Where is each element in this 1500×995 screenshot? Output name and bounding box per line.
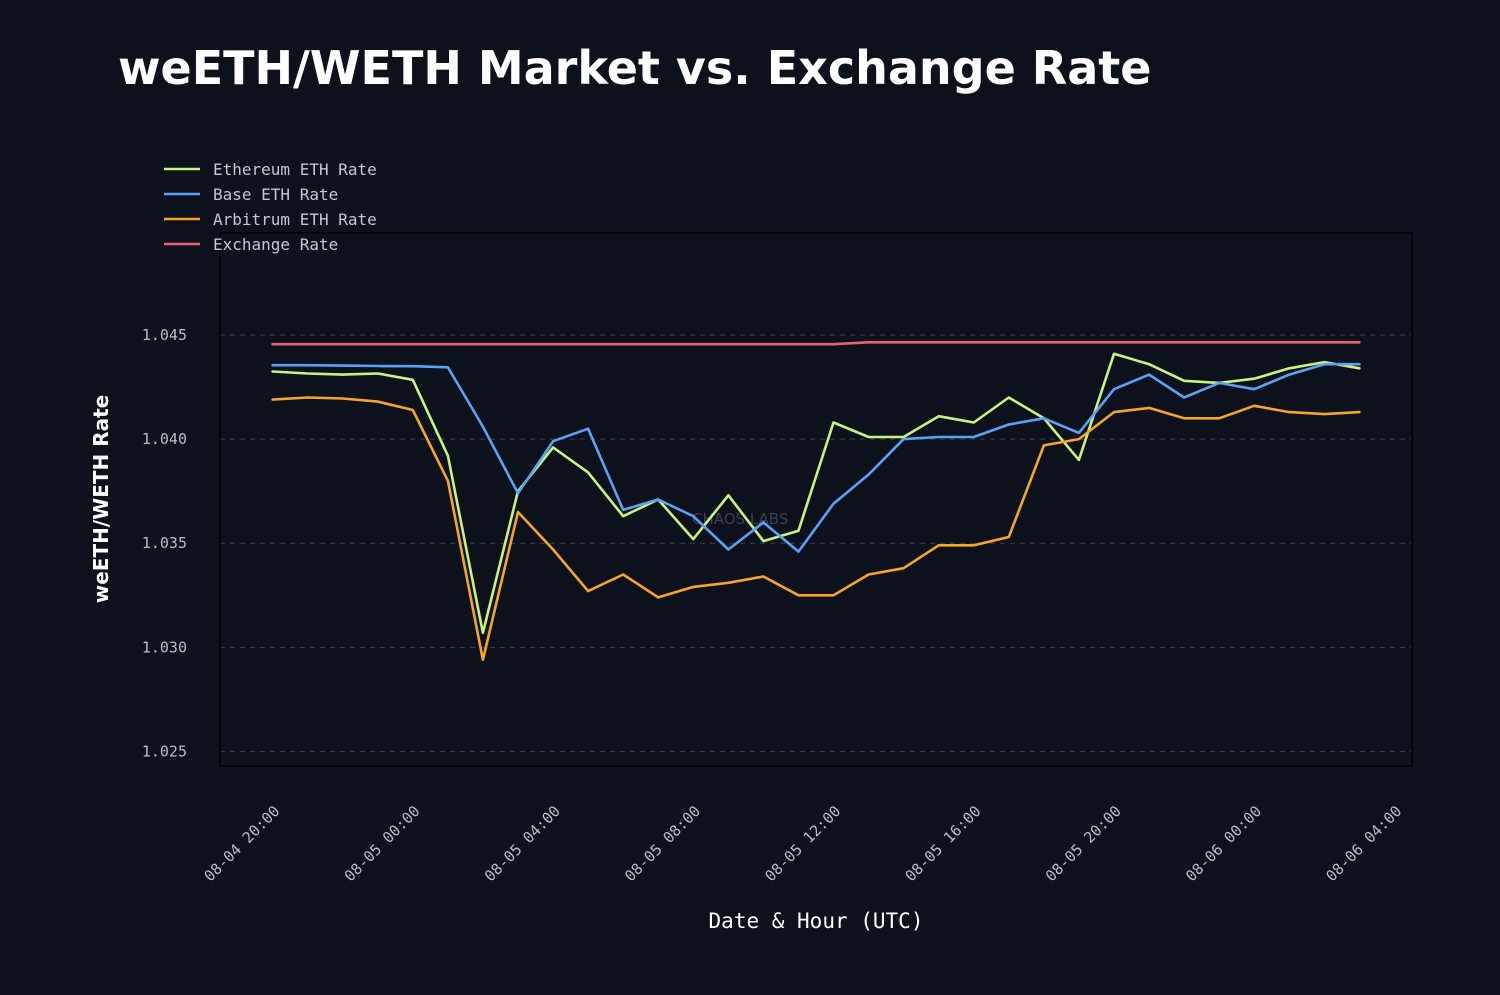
x-tick-label: 08-05 20:00 <box>1042 802 1125 885</box>
y-axis-ticks: 1.025 1.030 1.035 1.040 1.045 <box>142 326 187 760</box>
y-tick-label: 1.030 <box>142 638 187 656</box>
x-tick-label: 08-05 00:00 <box>341 802 424 885</box>
grid-lines <box>220 334 1412 752</box>
series-line-base-eth-rate <box>271 362 1361 553</box>
plot-frame <box>219 232 1413 767</box>
x-tick-label: 08-06 00:00 <box>1182 802 1265 885</box>
legend: Ethereum ETH Rate Base ETH Rate Arbitrum E… <box>164 160 377 254</box>
y-tick-label: 1.040 <box>142 430 187 448</box>
x-tick-label: 08-04 20:00 <box>200 802 283 885</box>
y-axis-label: weETH/WETH Rate <box>89 395 113 603</box>
legend-label-base-eth-rate: Base ETH Rate <box>213 185 338 204</box>
series-line-ethereum-eth-rate <box>271 352 1361 635</box>
legend-label-exchange-rate: Exchange Rate <box>213 235 338 254</box>
y-tick-label: 1.045 <box>142 326 187 344</box>
series-line-arbitrum-eth-rate <box>271 396 1361 662</box>
series-lines <box>271 340 1361 662</box>
legend-label-ethereum-eth-rate: Ethereum ETH Rate <box>213 160 377 179</box>
x-tick-label: 08-06 04:00 <box>1322 802 1405 885</box>
x-tick-label: 08-05 16:00 <box>902 802 985 885</box>
x-tick-label: 08-05 08:00 <box>621 802 704 885</box>
legend-label-arbitrum-eth-rate: Arbitrum ETH Rate <box>213 210 377 229</box>
x-tick-label: 08-05 04:00 <box>481 802 564 885</box>
x-axis-label: Date & Hour (UTC) <box>709 909 924 933</box>
x-axis-ticks: 08-04 20:00 08-05 00:00 08-05 04:00 08-05 0… <box>200 802 1405 885</box>
chart-title: weETH/WETH Market vs. Exchange Rate <box>118 41 1151 95</box>
y-tick-label: 1.035 <box>142 534 187 552</box>
y-tick-label: 1.025 <box>142 742 187 760</box>
series-line-exchange-rate <box>271 340 1361 346</box>
x-tick-label: 08-05 12:00 <box>761 802 844 885</box>
